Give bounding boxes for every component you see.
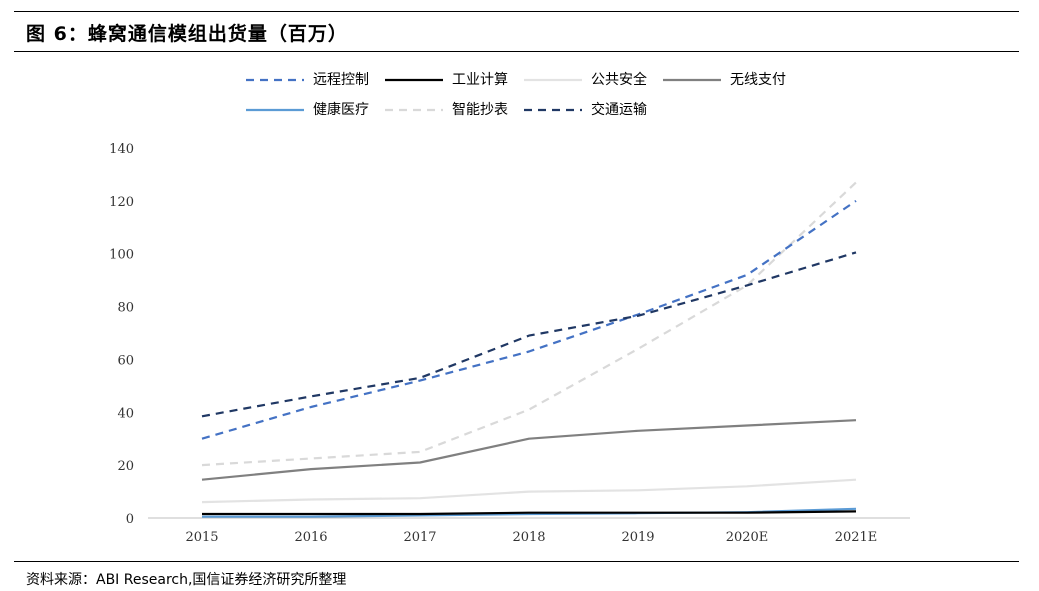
y-tick-label: 40 (117, 406, 134, 421)
x-tick-label: 2020E (726, 530, 769, 545)
legend-label: 公共安全 (591, 72, 647, 88)
bottom-rule (14, 561, 1019, 562)
x-tick-label: 2015 (185, 530, 218, 545)
legend-swatch (246, 78, 304, 82)
y-tick-label: 120 (109, 195, 134, 210)
title-underline (14, 51, 1019, 52)
x-tick-label: 2021E (835, 530, 878, 545)
series-line-7 (201, 251, 857, 418)
source-note: 资料来源：ABI Research,国信证券经济研究所整理 (26, 572, 347, 588)
series-line-4 (201, 419, 857, 481)
line-chart: 0 20 40 60 80 100 120 140 2015 2016 2017 2018 2019 20… (109, 142, 910, 545)
series-line-2 (202, 510, 857, 516)
legend-label: 智能抄表 (452, 102, 508, 118)
x-tick-label: 2017 (403, 530, 436, 545)
y-tick-label: 0 (126, 512, 134, 527)
legend-swatch (663, 78, 721, 82)
legend-swatch (385, 78, 443, 82)
series-line-6 (201, 181, 857, 467)
legend-swatch (524, 108, 582, 112)
top-rule (14, 11, 1019, 12)
y-tick-label: 80 (117, 301, 134, 316)
y-tick-label: 20 (117, 459, 134, 474)
legend-label: 无线支付 (730, 72, 786, 88)
legend-swatch (524, 78, 582, 82)
legend-label: 健康医疗 (313, 102, 369, 118)
series-line-3 (201, 478, 857, 504)
y-tick-label: 100 (109, 248, 134, 263)
legend-label: 远程控制 (313, 72, 369, 88)
x-tick-label: 2016 (294, 530, 327, 545)
y-tick-label: 60 (117, 353, 134, 368)
legend-swatch (385, 108, 443, 112)
series-line-1 (201, 199, 857, 440)
figure-title: 图 6：蜂窝通信模组出货量（百万） (26, 23, 348, 45)
series-layer (201, 181, 857, 518)
legend-label: 工业计算 (452, 72, 508, 88)
legend-label: 交通运输 (591, 102, 647, 118)
x-tick-label: 2018 (512, 530, 545, 545)
x-tick-label: 2019 (621, 530, 654, 545)
y-tick-label: 140 (109, 142, 134, 157)
legend-swatch (246, 108, 304, 112)
axes: 0 20 40 60 80 100 120 140 2015 2016 2017 2018 2019 20… (109, 142, 910, 545)
